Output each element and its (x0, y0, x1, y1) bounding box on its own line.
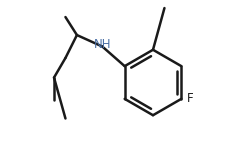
Text: NH: NH (93, 38, 111, 50)
Text: F: F (187, 92, 194, 105)
